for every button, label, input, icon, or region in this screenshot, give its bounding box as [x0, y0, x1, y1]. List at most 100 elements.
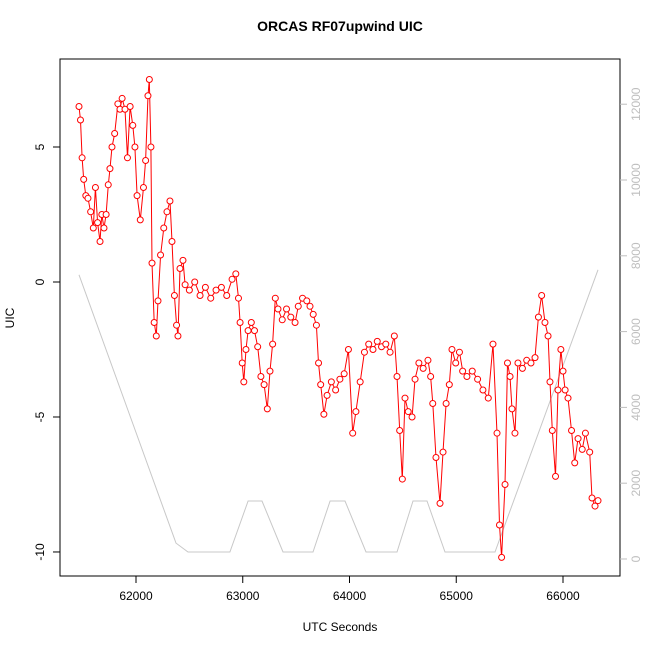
data-point: [514, 359, 522, 367]
data-point: [166, 197, 174, 205]
data-point: [238, 359, 246, 367]
data-point: [415, 359, 423, 367]
x-tick-label: 64000: [333, 589, 367, 603]
data-point: [129, 121, 137, 129]
data-point: [102, 211, 110, 219]
data-point: [278, 316, 286, 324]
data-point: [344, 345, 352, 353]
x-tick-label: 66000: [546, 589, 580, 603]
data-point: [404, 408, 412, 416]
data-point: [320, 410, 328, 418]
data-point: [118, 94, 126, 102]
data-point: [145, 76, 153, 84]
data-point: [176, 264, 184, 272]
data-point: [312, 321, 320, 329]
data-point: [80, 175, 88, 183]
x-tick-label: 62000: [119, 589, 153, 603]
data-point: [168, 238, 176, 246]
data-point: [445, 381, 453, 389]
data-point: [152, 332, 160, 340]
data-point: [557, 345, 565, 353]
y2-tick-label: 0: [629, 555, 643, 562]
data-point: [432, 453, 440, 461]
y-tick-label: -10: [33, 543, 47, 561]
data-point: [240, 378, 248, 386]
data-point: [442, 399, 450, 407]
data-point: [429, 399, 437, 407]
data-point: [106, 165, 114, 173]
data-point: [217, 283, 225, 291]
data-point: [489, 340, 497, 348]
data-point: [493, 429, 501, 437]
plot-frame: [59, 58, 621, 577]
data-point: [104, 181, 112, 189]
data-point: [552, 472, 560, 480]
data-point: [244, 327, 252, 335]
data-point: [111, 130, 119, 138]
x-tick-label: 63000: [226, 589, 260, 603]
data-point: [291, 318, 299, 326]
data-point: [578, 445, 586, 453]
data-point: [531, 354, 539, 362]
data-point: [250, 327, 258, 335]
data-point: [123, 154, 131, 162]
data-point: [108, 143, 116, 151]
data-point: [373, 337, 381, 345]
data-point: [546, 378, 554, 386]
data-point: [139, 184, 147, 192]
data-point: [84, 194, 92, 202]
data-point: [228, 275, 236, 283]
y2-tick-label: 8000: [629, 242, 643, 269]
chart-title: ORCAS RF07upwind UIC: [257, 18, 423, 34]
data-point: [163, 208, 171, 216]
data-point: [503, 359, 511, 367]
data-point: [386, 348, 394, 356]
data-point: [283, 305, 291, 313]
data-point: [561, 386, 569, 394]
data-point: [356, 378, 364, 386]
data-point: [91, 184, 99, 192]
data-point: [548, 426, 556, 434]
data-point: [382, 340, 390, 348]
data-point: [459, 367, 467, 375]
data-point: [232, 270, 240, 278]
data-point: [419, 364, 427, 372]
data-point: [271, 294, 279, 302]
data-point: [574, 435, 582, 443]
data-point: [201, 283, 209, 291]
data-point: [160, 224, 168, 232]
data-point: [154, 297, 162, 305]
data-point: [94, 219, 102, 227]
data-point: [468, 367, 476, 375]
data-point: [185, 286, 193, 294]
data-point: [349, 429, 357, 437]
data-point: [223, 291, 231, 299]
data-point: [501, 480, 509, 488]
y2-tick-label: 10000: [629, 163, 643, 197]
data-point: [327, 378, 335, 386]
data-point: [408, 413, 416, 421]
data-point: [591, 502, 599, 510]
data-point: [360, 348, 368, 356]
data-point: [323, 391, 331, 399]
data-point: [269, 340, 277, 348]
data-point: [401, 394, 409, 402]
y-tick-label: 5: [33, 143, 47, 150]
data-point: [150, 318, 158, 326]
data-point: [148, 259, 156, 267]
data-point: [398, 475, 406, 483]
data-point: [142, 157, 150, 165]
x-axis-label: UTC Seconds: [303, 620, 378, 634]
y-tick-label: 0: [33, 278, 47, 285]
data-point: [242, 345, 250, 353]
data-point: [336, 375, 344, 383]
data-point: [179, 256, 187, 264]
data-point: [78, 154, 86, 162]
data-point: [75, 103, 83, 111]
data-point: [254, 343, 262, 351]
data-point: [191, 278, 199, 286]
data-point: [455, 348, 463, 356]
data-point: [332, 386, 340, 394]
